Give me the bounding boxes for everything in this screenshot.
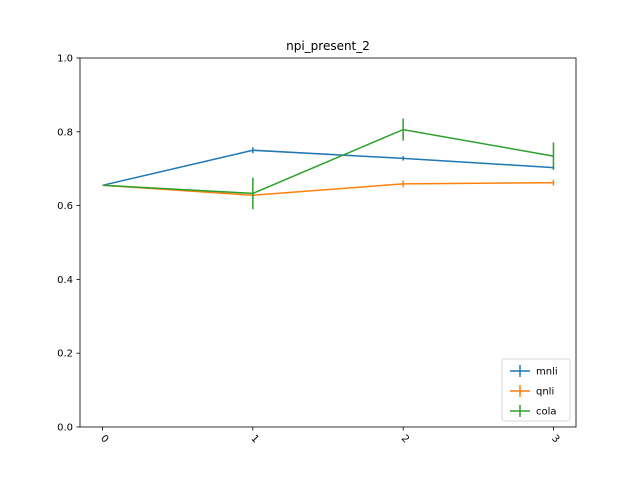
series-line-mnli	[102, 149, 554, 187]
legend-label-qnli: qnli	[536, 387, 554, 398]
legend: mnli qnli cola	[501, 358, 571, 422]
y-tick-label: 0.4	[57, 275, 73, 286]
legend-label-mnli: mnli	[536, 367, 558, 378]
x-tick-label: 0	[98, 433, 110, 445]
y-tick-label: 0.6	[57, 201, 73, 212]
y-tick-label: 0.8	[57, 127, 73, 138]
y-tick-label: 0.0	[57, 423, 73, 434]
axes-frame	[79, 57, 577, 428]
y-tick-label: 1.0	[57, 54, 73, 65]
x-tick-label: 3	[549, 433, 561, 445]
legend-box	[501, 358, 571, 422]
series-line-qnli	[102, 181, 554, 197]
series-line-cola	[102, 128, 554, 195]
chart-title: npi_present_2	[286, 39, 370, 53]
y-tick-label: 0.2	[57, 349, 73, 360]
plot-area: 0.0 0.2 0.4 0.6 0.8 1.0 0 1 2 3 mnli qnli cola	[57, 54, 577, 445]
x-tick-label: 1	[248, 433, 260, 445]
x-tick-label: 2	[399, 433, 411, 445]
legend-label-cola: cola	[536, 407, 557, 418]
